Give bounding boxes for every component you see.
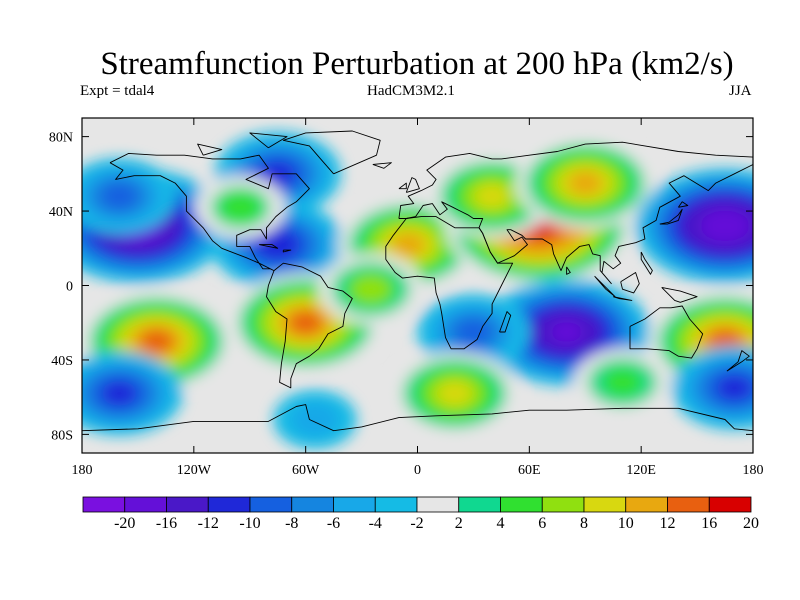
coastline-20 xyxy=(82,404,753,432)
coastline-8 xyxy=(398,182,407,190)
colorbar-label: -20 xyxy=(114,515,135,532)
field-contour-9-7 xyxy=(709,215,741,237)
coastline-15 xyxy=(640,251,653,275)
colorbar-label: -6 xyxy=(327,515,340,532)
colorbar-swatch xyxy=(541,496,585,513)
colorbar-label: -16 xyxy=(156,515,177,532)
field-contour-19-2 xyxy=(602,367,643,397)
model-label: HadCM3M2.1 xyxy=(367,83,455,99)
y-tick-label: 40S xyxy=(51,354,73,369)
colorbar-swatch xyxy=(667,496,710,513)
colorbar-label: -2 xyxy=(410,515,423,532)
coastline-9 xyxy=(659,208,683,225)
colorbar-swatch xyxy=(416,496,460,513)
y-tick-label: 80N xyxy=(49,131,73,146)
x-tick-label: 120W xyxy=(177,463,212,478)
x-tick-label: 180 xyxy=(743,463,764,478)
colorbar-swatch xyxy=(708,496,752,513)
coastline-19 xyxy=(372,162,392,169)
map-plot-area xyxy=(82,118,753,453)
colorbar-swatch xyxy=(333,496,376,513)
coastline-1 xyxy=(266,262,353,389)
coastline-7 xyxy=(405,177,420,193)
map-title: Streamfunction Perturbation at 200 hPa (… xyxy=(100,46,734,82)
map-axes: 180 120W 60W 0 60E 120E 180 80N 40N 0 40S 80S xyxy=(49,118,764,478)
coastline-2 xyxy=(282,130,381,175)
x-tick-label: 60W xyxy=(292,463,320,478)
colorbar-label: 10 xyxy=(618,515,634,532)
colorbar-label: 2 xyxy=(455,515,463,532)
field-contour-1-3 xyxy=(100,182,138,210)
colorbar-label: 8 xyxy=(580,515,588,532)
field-contour-13-6 xyxy=(550,320,583,344)
coastline-0 xyxy=(109,152,310,272)
colorbar-label: 6 xyxy=(538,515,546,532)
colorbar-swatch xyxy=(249,496,293,513)
colorbar-label: 12 xyxy=(660,515,676,532)
coastline-5 xyxy=(499,311,512,333)
colorbar-label: -8 xyxy=(285,515,298,532)
colorbar-swatch xyxy=(166,496,209,513)
coastline-13 xyxy=(620,272,640,294)
coastline-23 xyxy=(197,143,223,156)
field-contour-18-4 xyxy=(437,381,473,406)
colorbar-swatch xyxy=(291,496,334,513)
colorbar-swatch xyxy=(124,496,167,513)
x-tick-label: 0 xyxy=(414,463,421,478)
colorbar-label: -10 xyxy=(239,515,260,532)
field-contour-4-2 xyxy=(218,191,263,223)
colorbar-label: 16 xyxy=(701,515,717,532)
coastline-16 xyxy=(566,266,571,275)
field-contour-11-6 xyxy=(289,311,322,335)
y-tick-label: 80S xyxy=(51,428,73,443)
season-label: JJA xyxy=(729,83,752,99)
coastlines xyxy=(82,130,753,432)
colorbar-swatch xyxy=(374,496,418,513)
colorbar-label: 4 xyxy=(497,515,505,532)
y-tick-label: 40N xyxy=(49,205,73,220)
field-contour-17-4 xyxy=(717,375,752,401)
field-contour-20-1 xyxy=(291,402,339,437)
colorbar-swatch xyxy=(500,496,543,513)
field-contour-16-4 xyxy=(101,381,137,406)
coastline-18 xyxy=(282,249,292,253)
experiment-label: Expt = tdal4 xyxy=(80,83,155,99)
y-tick-label: 0 xyxy=(66,280,73,295)
coastline-22 xyxy=(249,132,288,149)
colorbar-swatch xyxy=(82,496,126,513)
colorbar-swatch xyxy=(458,496,501,513)
colorbar-swatch xyxy=(207,496,251,513)
coastline-21 xyxy=(726,350,750,372)
x-tick-label: 60E xyxy=(518,463,541,478)
x-tick-label: 120E xyxy=(626,463,656,478)
perturbation-field xyxy=(82,131,753,449)
colorbar-swatch xyxy=(625,496,668,513)
coastline-3 xyxy=(398,141,753,285)
colorbar-swatch xyxy=(583,496,627,513)
field-contour-5-5 xyxy=(391,232,425,257)
coastline-12 xyxy=(613,296,633,301)
field-contour-14-3 xyxy=(454,318,492,346)
colorbar-label: -12 xyxy=(198,515,219,532)
coastline-14 xyxy=(661,286,698,303)
field-contour-3-5 xyxy=(260,232,295,257)
field-contour-7-4 xyxy=(474,183,510,209)
x-tick-label: 180 xyxy=(72,463,93,478)
field-contour-10-6 xyxy=(140,329,173,353)
coastline-6 xyxy=(629,305,704,359)
colorbar-label: 20 xyxy=(743,515,759,532)
coastline-17 xyxy=(259,244,279,249)
coastline-10 xyxy=(678,201,689,208)
colorbar-label: -4 xyxy=(369,515,382,532)
field-contour-12-3 xyxy=(351,275,391,304)
coastline-4 xyxy=(385,216,514,350)
field-contour-8-5 xyxy=(568,171,602,195)
colorbar: -20 -16 -12 -10 -8 -6 -4 -2 2 4 6 8 10 12 16 20 xyxy=(82,496,759,532)
